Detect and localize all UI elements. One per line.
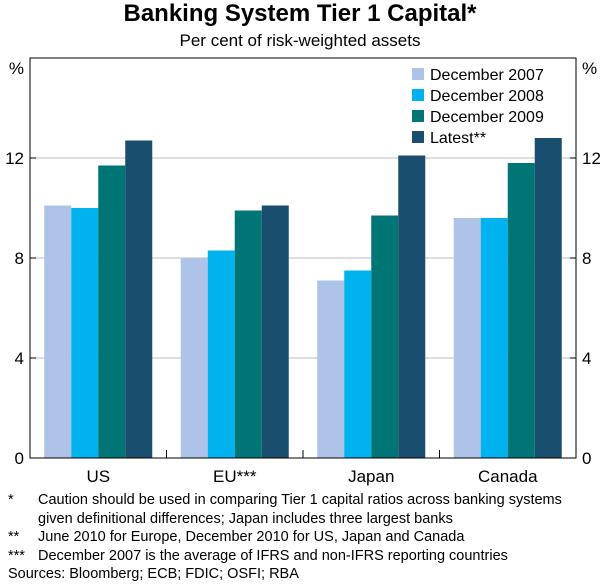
bar — [261, 205, 289, 458]
footnote-1: * Caution should be used in comparing Ti… — [8, 491, 598, 528]
footnote-mark: ** — [8, 529, 20, 545]
x-tick-label: US — [86, 467, 110, 486]
y-tick-label-left: 0 — [15, 449, 24, 468]
bar — [44, 205, 72, 458]
legend-label: December 2008 — [430, 88, 544, 105]
legend-swatch — [412, 131, 424, 143]
bar — [317, 280, 345, 458]
footnote-mark: * — [8, 492, 14, 508]
bar — [534, 138, 562, 458]
bar — [71, 208, 99, 458]
x-tick-label: Canada — [478, 467, 538, 486]
y-tick-label-right: 12 — [582, 149, 600, 168]
footnote-text: June 2010 for Europe, December 2010 for … — [38, 529, 465, 545]
legend-label: Latest** — [430, 130, 486, 147]
legend-swatch — [412, 68, 424, 80]
footnote-3: *** December 2007 is the average of IFRS… — [8, 547, 598, 566]
footnote-text: December 2007 is the average of IFRS and… — [38, 547, 508, 564]
y-tick-label-right: 4 — [582, 349, 591, 368]
x-tick-label: EU*** — [213, 467, 257, 486]
legend-label: December 2009 — [430, 109, 544, 126]
bar — [125, 140, 153, 458]
bar — [371, 215, 399, 458]
footnotes: * Caution should be used in comparing Ti… — [8, 491, 598, 584]
legend-swatch — [412, 89, 424, 101]
y-tick-label-right: 8 — [582, 249, 591, 268]
bar — [207, 250, 235, 458]
footnote-mark: *** — [8, 547, 25, 564]
y-tick-label-left: 8 — [15, 249, 24, 268]
x-tick-label: Japan — [348, 467, 394, 486]
legend-swatch — [412, 110, 424, 122]
bar — [180, 258, 208, 458]
bar — [507, 163, 535, 458]
bar — [98, 165, 126, 458]
source-note: Sources: Bloomberg; ECB; FDIC; OSFI; RBA — [8, 565, 598, 584]
y-tick-label-right: 0 — [582, 449, 591, 468]
chart-subtitle: Per cent of risk-weighted assets — [179, 31, 421, 50]
bar — [234, 210, 262, 458]
bar — [344, 270, 372, 458]
bar — [480, 218, 508, 458]
bar — [398, 155, 426, 458]
chart-title: Banking System Tier 1 Capital* — [123, 0, 477, 27]
footnote-2: ** June 2010 for Europe, December 2010 f… — [8, 528, 598, 547]
y-tick-label-left: 4 — [15, 349, 24, 368]
y-tick-label-left: 12 — [5, 149, 24, 168]
y-axis-unit-right: % — [582, 59, 597, 78]
legend-label: December 2007 — [430, 67, 544, 84]
footnote-text: Caution should be used in comparing Tier… — [38, 492, 562, 527]
plot-frame — [29, 57, 577, 459]
y-axis-unit-left: % — [9, 59, 24, 78]
bar-chart: 0 0 4 4 8 8 12 12% % US EU*** Japan Canada December 2… — [5, 57, 600, 486]
bar — [453, 218, 481, 458]
source-text: Sources: Bloomberg; ECB; FDIC; OSFI; RBA — [8, 566, 299, 582]
